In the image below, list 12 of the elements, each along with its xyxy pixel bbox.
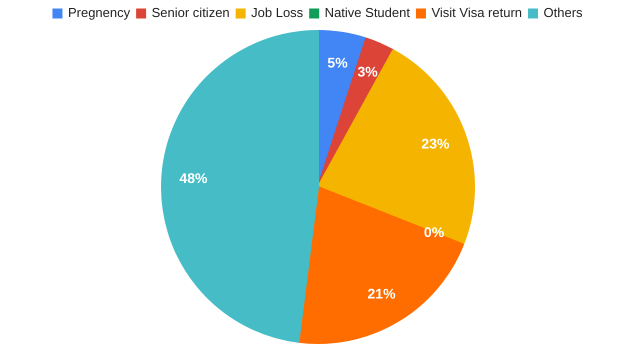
legend-label: Native Student <box>324 5 410 20</box>
data-label: 3% <box>357 63 378 80</box>
data-label: 21% <box>368 285 396 302</box>
data-label: 48% <box>179 170 208 186</box>
text: 0% <box>424 224 444 240</box>
data-label: 5% <box>327 54 348 71</box>
legend-label: Job Loss <box>251 5 304 20</box>
legend-label: Pregnency <box>68 5 131 20</box>
legend-label: Others <box>544 5 584 20</box>
legend-label: Visit Visa return <box>431 5 522 20</box>
data-label: 23% <box>421 136 450 152</box>
legend-label: Senior citizen <box>152 5 230 20</box>
